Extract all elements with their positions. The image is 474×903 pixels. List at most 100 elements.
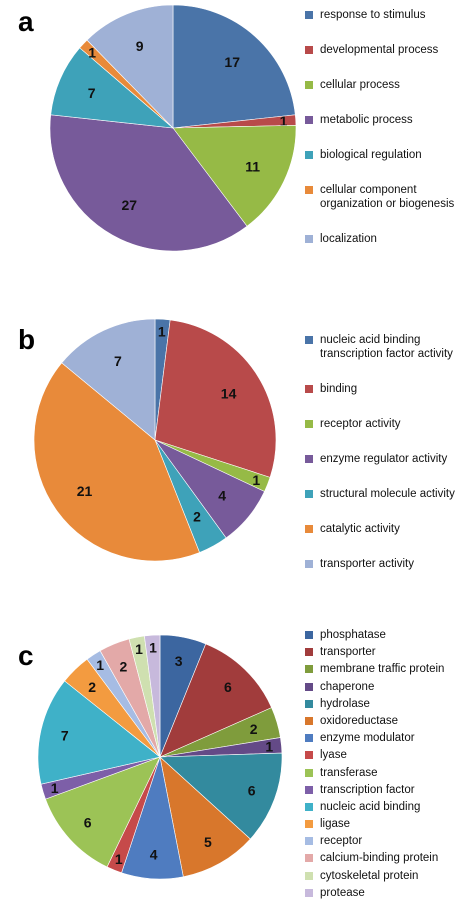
legend-item-lyase: lyase [305,748,444,762]
slice-value-label: 5 [204,834,212,850]
slice-value-label: 2 [120,659,128,675]
legend-swatch [305,186,313,194]
pie-panel-b: b 1 14 1 4 2 21 7 nucleic acid binding transcr… [0,300,474,600]
legend-swatch [305,385,313,393]
slice-value-label: 4 [218,488,226,504]
slice-value-label: 6 [248,783,256,799]
legend-label: oxidoreductase [320,714,398,727]
legend-item-membrane-traffic-protein: membrane traffic protein [305,662,444,676]
legend-label: phosphatase [320,629,386,641]
legend-swatch [305,734,313,743]
legend-swatch [305,802,313,811]
legend-swatch [305,665,313,674]
legend-label: receptor [320,835,363,848]
legend-swatch [305,490,313,498]
legend-label: developmental process [320,44,439,56]
slice-value-label: 17 [224,54,240,70]
legend-item-receptor: receptor [305,834,444,848]
legend-swatch [305,751,313,760]
legend-swatch [305,151,313,159]
slice-value-label: 7 [114,353,122,369]
legend-item-biological-regulation: biological regulation [305,148,474,162]
legend-label: cellular component organization or bioge… [320,184,455,210]
slice-value-label: 7 [88,85,96,101]
legend-item-transferase: transferase [305,766,444,780]
legend-item-protease: protease [305,886,444,900]
legend-item-enzyme-modulator: enzyme modulator [305,731,444,745]
legend-label: catalytic activity [320,523,400,535]
legend-swatch [305,336,313,344]
legend-swatch [305,116,313,124]
legend-item-binding: binding [305,382,474,396]
slice-value-label: 1 [280,113,288,129]
legend-item-receptor-activity: receptor activity [305,417,474,431]
pie-panel-a: a 17 1 11 27 7 1 9 response to stimulus develop… [0,0,474,270]
legend-swatch [305,648,313,657]
legend-label: cellular process [320,79,400,91]
legend-item-localization: localization [305,232,474,246]
legend-swatch [305,871,313,880]
legend-swatch [305,768,313,777]
legend-label: nucleic acid binding [320,800,421,813]
legend-item-enzyme-regulator-activity: enzyme regulator activity [305,452,474,466]
pie-slice-protease [144,634,161,758]
pie-slice-transferase [45,756,161,868]
legend-item-chaperone: chaperone [305,680,444,694]
pie-slice-response-to-stimulus [172,4,296,129]
slice-value-label: 1 [252,472,260,488]
legend-swatch [305,716,313,725]
legend-label: biological regulation [320,149,422,161]
slice-value-label: 2 [250,721,258,737]
legend-swatch [305,631,313,639]
legend-label: localization [320,233,377,245]
legend-item-hydrolase: hydrolase [305,697,444,711]
slice-value-label: 11 [245,159,260,175]
legend-swatch [305,854,313,863]
legend-swatch [305,699,313,708]
legend-a: response to stimulus developmental proces… [305,8,474,267]
legend-c: phosphatase transporter membrane traffic p… [305,628,444,903]
legend-swatch [305,525,313,533]
slice-value-label: 6 [84,815,92,831]
pie-slice-cellular-process [172,125,297,227]
legend-label: structural molecule activity [320,488,455,500]
legend-label: metabolic process [320,114,413,126]
legend-item-catalytic-activity: catalytic activity [305,522,474,536]
legend-item-cellular-component-organization-or-biogenesis: cellular component organization or bioge… [305,183,474,211]
legend-swatch [305,820,313,829]
legend-label: hydrolase [320,697,370,710]
pie-slice-localization [86,4,174,129]
slice-value-label: 6 [224,679,232,695]
legend-item-cellular-process: cellular process [305,78,474,92]
slice-value-label: 1 [149,639,157,655]
legend-label: binding [320,383,358,395]
legend-label: calcium-binding protein [320,852,439,865]
legend-label: lyase [320,749,347,762]
legend-label: transferase [320,766,378,779]
legend-swatch [305,420,313,428]
pie-slice-catalytic-activity [33,362,200,562]
legend-swatch [305,682,313,691]
legend-label: enzyme modulator [320,732,415,745]
legend-label: transporter [320,646,376,659]
slice-value-label: 3 [175,653,183,669]
legend-item-nucleic-acid-binding-transcription-factor-activity: nucleic acid binding transcription facto… [305,333,474,361]
legend-label: ligase [320,818,351,831]
legend-swatch [305,837,313,846]
legend-item-developmental-process: developmental process [305,43,474,57]
pie-slice-oxidoreductase [159,756,251,878]
pie-slice-hydrolase [159,752,283,840]
slice-value-label: 1 [265,739,273,755]
pie-slice-binding [154,319,277,478]
legend-item-transporter: transporter [305,645,444,659]
slice-value-label: 1 [135,641,143,657]
legend-label: transporter activity [320,558,414,570]
panel-label: a [18,6,34,37]
legend-item-ligase: ligase [305,817,444,831]
legend-swatch [305,81,313,89]
legend-swatch [305,888,313,897]
legend-label: nucleic acid binding transcription facto… [320,334,453,360]
slice-value-label: 7 [61,727,69,743]
